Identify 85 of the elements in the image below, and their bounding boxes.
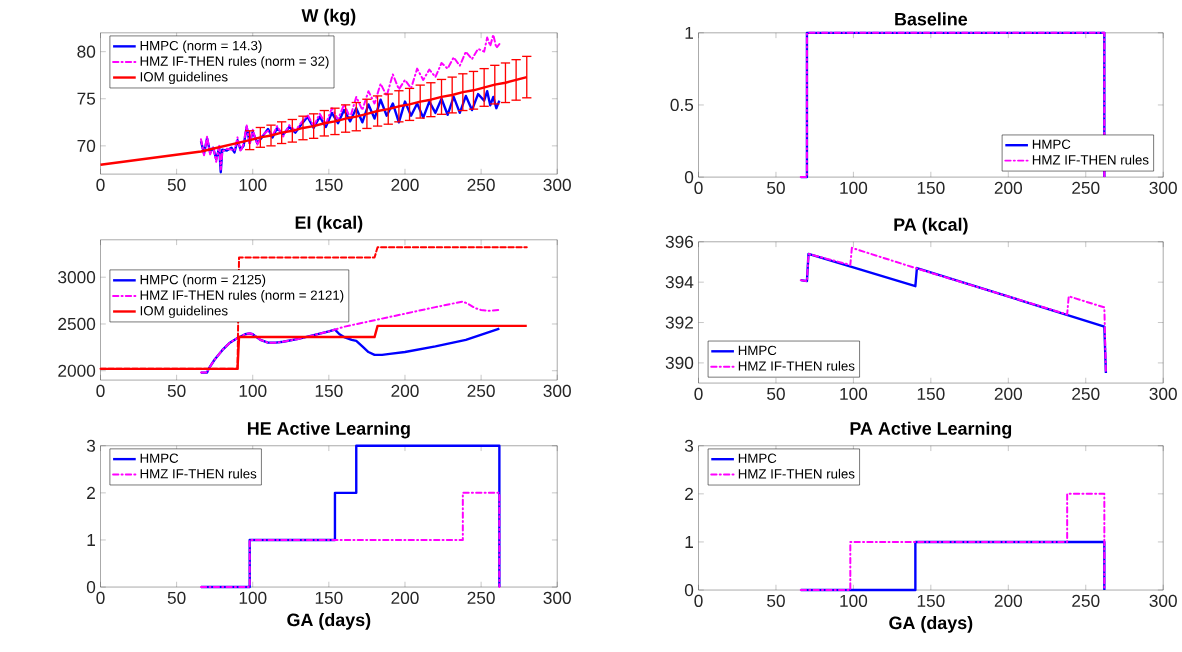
x-tick-label: 50 bbox=[767, 387, 785, 401]
y-tick-label: 396 bbox=[665, 235, 694, 249]
x-tick-label: 300 bbox=[1149, 387, 1177, 401]
x-tick-label: 150 bbox=[917, 594, 945, 608]
x-axis-title: GA (days) bbox=[889, 616, 973, 633]
x-tick-label: 100 bbox=[239, 178, 267, 192]
y-tick-label: 394 bbox=[665, 276, 694, 289]
x-tick-label: 200 bbox=[994, 387, 1023, 401]
x-tick-label: 0 bbox=[96, 384, 105, 398]
x-tick-label: 0 bbox=[96, 591, 105, 605]
legend-label: IOM guidelines bbox=[140, 71, 228, 85]
x-tick-label: 150 bbox=[315, 384, 343, 398]
line-series bbox=[199, 90, 501, 174]
legend-label: HMPC (norm = 2125) bbox=[140, 274, 266, 288]
x-tick-label: 250 bbox=[1072, 181, 1100, 195]
y-tick-label: 70 bbox=[77, 139, 96, 153]
x-tick-label: 300 bbox=[543, 384, 571, 398]
x-tick-label: 300 bbox=[543, 591, 571, 605]
legend-label: HMZ IF-THEN rules bbox=[140, 468, 257, 479]
y-tick-label: 0.5 bbox=[670, 98, 694, 112]
x-tick-label: 100 bbox=[840, 594, 868, 608]
x-tick-label: 100 bbox=[239, 384, 267, 398]
x-tick-label: 200 bbox=[994, 181, 1023, 195]
legend-label: HMPC (norm = 14.3) bbox=[140, 40, 262, 54]
x-tick-label: 100 bbox=[239, 591, 267, 605]
chart-title: W (kg) bbox=[301, 8, 356, 26]
x-tick-label: 250 bbox=[467, 591, 495, 605]
legend-label: HMPC bbox=[1032, 139, 1071, 150]
x-tick-label: 0 bbox=[694, 181, 703, 195]
y-tick-label: 3 bbox=[684, 439, 694, 452]
x-tick-label: 300 bbox=[543, 178, 571, 192]
y-tick-label: 75 bbox=[77, 92, 96, 105]
x-tick-label: 250 bbox=[467, 384, 495, 398]
x-tick-label: 300 bbox=[1149, 181, 1177, 195]
x-tick-label: 100 bbox=[840, 387, 868, 401]
legend-label: HMPC bbox=[738, 345, 777, 356]
legend-label: HMZ IF-THEN rules bbox=[738, 361, 855, 371]
chart-title: EI (kcal) bbox=[295, 215, 363, 233]
y-tick-label: 80 bbox=[77, 45, 96, 58]
x-tick-label: 0 bbox=[96, 178, 105, 192]
x-tick-label: 50 bbox=[167, 178, 186, 192]
x-axis-title: GA (days) bbox=[287, 613, 371, 630]
x-tick-label: 200 bbox=[391, 384, 419, 398]
chart-title: PA Active Learning bbox=[850, 421, 1012, 439]
y-tick-label: 2000 bbox=[58, 364, 96, 377]
x-tick-label: 150 bbox=[315, 591, 343, 605]
x-tick-label: 0 bbox=[694, 387, 703, 401]
x-tick-label: 250 bbox=[467, 178, 495, 192]
y-tick-label: 392 bbox=[665, 316, 693, 329]
x-tick-label: 200 bbox=[994, 594, 1023, 608]
x-tick-label: 150 bbox=[315, 178, 343, 192]
y-tick-label: 2 bbox=[87, 486, 95, 500]
legend-label: HMZ IF-THEN rules bbox=[738, 468, 855, 479]
y-tick-label: 1 bbox=[87, 534, 95, 547]
legend-label: HMZ IF-THEN rules (norm = 2121) bbox=[140, 290, 344, 303]
x-tick-label: 0 bbox=[694, 594, 703, 608]
y-tick-label: 2500 bbox=[58, 317, 96, 331]
x-tick-label: 100 bbox=[840, 181, 868, 195]
line-series bbox=[199, 327, 501, 374]
x-tick-label: 200 bbox=[391, 178, 419, 192]
x-tick-label: 200 bbox=[391, 591, 419, 605]
legend-label: IOM guidelines bbox=[140, 305, 228, 319]
x-tick-label: 250 bbox=[1072, 594, 1100, 608]
y-tick-label: 3 bbox=[86, 439, 96, 452]
y-tick-label: 0 bbox=[86, 581, 96, 594]
y-tick-label: 390 bbox=[665, 356, 694, 370]
y-tick-label: 3000 bbox=[58, 271, 96, 284]
x-tick-label: 150 bbox=[917, 181, 945, 195]
y-tick-label: 1 bbox=[685, 27, 693, 39]
legend-label: HMPC bbox=[140, 453, 179, 464]
chart-title: Baseline bbox=[895, 12, 968, 26]
legend-label: HMZ IF-THEN rules (norm = 32) bbox=[140, 56, 329, 69]
x-tick-label: 50 bbox=[167, 591, 186, 605]
legend-label: HMZ IF-THEN rules bbox=[1032, 154, 1149, 165]
y-tick-label: 2 bbox=[685, 487, 693, 501]
x-tick-label: 150 bbox=[917, 387, 945, 401]
x-tick-label: 300 bbox=[1149, 594, 1177, 608]
x-tick-label: 50 bbox=[167, 384, 186, 398]
x-tick-label: 250 bbox=[1072, 387, 1100, 401]
legend-label: HMPC bbox=[738, 453, 777, 464]
x-tick-label: 50 bbox=[767, 594, 785, 608]
x-tick-label: 50 bbox=[767, 181, 785, 195]
y-tick-label: 1 bbox=[685, 536, 693, 549]
chart-title: PA (kcal) bbox=[894, 217, 968, 235]
chart-title: HE Active Learning bbox=[247, 421, 410, 439]
